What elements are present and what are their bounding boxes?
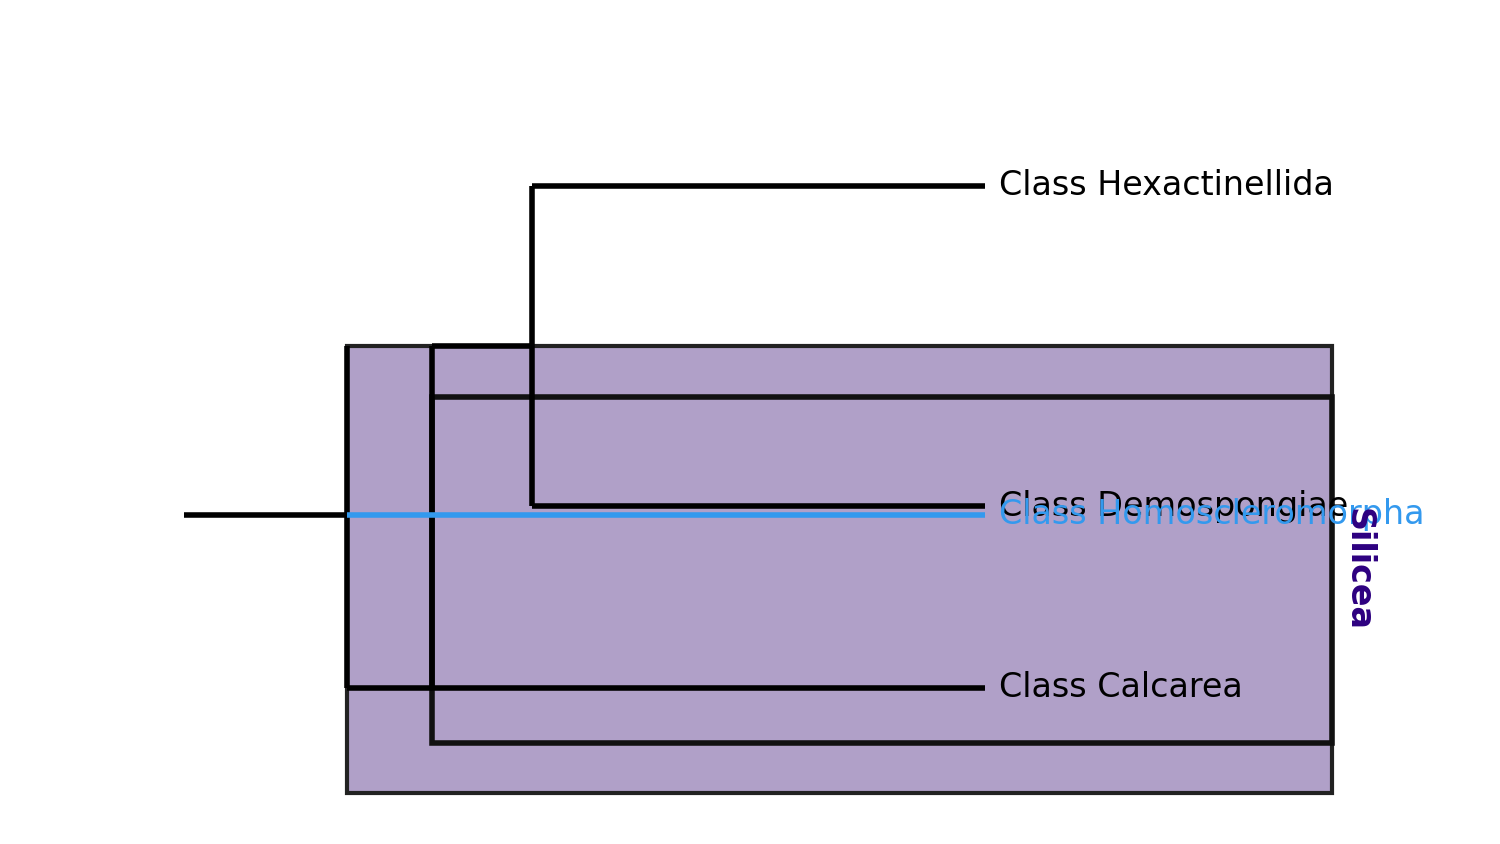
Text: Class Demospongiae: Class Demospongiae: [999, 490, 1348, 523]
Bar: [432, 397, 1332, 743]
Text: Class Homoscleromorpha: Class Homoscleromorpha: [999, 498, 1425, 532]
Text: Class Hexactinellida: Class Hexactinellida: [999, 169, 1334, 203]
Text: Silicea: Silicea: [1341, 508, 1374, 631]
Text: Class Calcarea: Class Calcarea: [999, 671, 1244, 705]
Bar: [348, 346, 1332, 793]
